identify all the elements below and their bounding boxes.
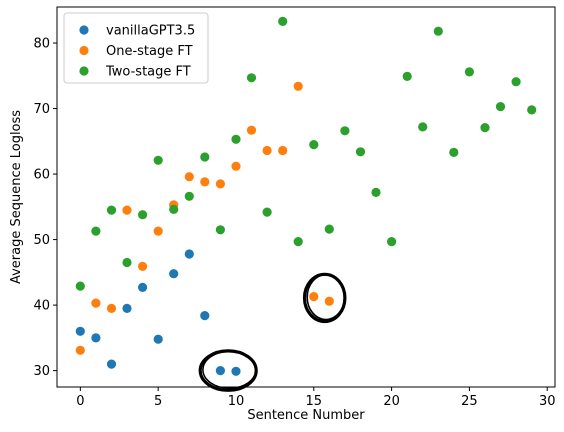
data-point-s1-8: [200, 177, 209, 186]
data-point-s0-7: [185, 249, 194, 258]
data-point-s2-8: [200, 152, 209, 161]
data-point-s2-21: [403, 72, 412, 81]
data-point-s1-16: [325, 297, 334, 306]
x-tick-label-6: 30: [539, 394, 556, 409]
data-point-s0-6: [169, 269, 178, 278]
data-point-s1-0: [76, 346, 85, 355]
y-tick-label-3: 60: [33, 168, 50, 183]
data-point-s2-25: [465, 67, 474, 76]
y-tick-label-5: 80: [33, 37, 50, 52]
data-point-s0-1: [91, 333, 100, 342]
data-point-s2-13: [278, 17, 287, 26]
data-point-s1-4: [138, 262, 147, 271]
data-point-s2-5: [154, 156, 163, 165]
data-point-s2-4: [138, 210, 147, 219]
y-tick-label-2: 50: [33, 233, 50, 248]
x-tick-label-0: 0: [76, 394, 84, 409]
y-tick-label-4: 70: [33, 102, 50, 117]
legend-marker-1: [79, 46, 88, 55]
data-point-s2-15: [309, 140, 318, 149]
data-point-s2-1: [91, 227, 100, 236]
data-point-s1-13: [278, 146, 287, 155]
data-point-s1-10: [231, 162, 240, 171]
x-axis-label: Sentence Number: [247, 408, 365, 423]
x-tick-label-3: 15: [306, 394, 323, 409]
data-point-s2-9: [216, 225, 225, 234]
x-tick-label-5: 25: [461, 394, 478, 409]
y-tick-label-1: 40: [33, 299, 50, 314]
data-point-s0-0: [76, 327, 85, 336]
data-point-s0-4: [138, 283, 147, 292]
data-point-s2-12: [263, 208, 272, 217]
data-point-s2-20: [387, 237, 396, 246]
data-point-s2-24: [449, 148, 458, 157]
data-point-s0-9: [216, 366, 225, 375]
data-point-s0-3: [122, 304, 131, 313]
x-tick-label-4: 20: [383, 394, 400, 409]
legend-label-2: Two-stage FT: [105, 65, 191, 80]
data-point-s2-16: [325, 225, 334, 234]
legend-label-0: vanillaGPT3.5: [106, 24, 195, 39]
data-point-s2-23: [434, 27, 443, 36]
data-point-s2-2: [107, 206, 116, 215]
data-point-s0-2: [107, 360, 116, 369]
data-point-s2-27: [496, 102, 505, 111]
data-point-s1-2: [107, 304, 116, 313]
data-point-s1-12: [263, 146, 272, 155]
data-point-s2-26: [480, 123, 489, 132]
x-tick-label-2: 10: [228, 394, 245, 409]
data-point-s0-8: [200, 311, 209, 320]
legend-label-1: One-stage FT: [106, 44, 193, 59]
x-tick-label-1: 5: [154, 394, 162, 409]
data-point-s2-0: [76, 282, 85, 291]
data-point-s1-1: [91, 299, 100, 308]
data-point-s2-18: [356, 147, 365, 156]
data-point-s2-7: [185, 192, 194, 201]
data-point-s2-6: [169, 205, 178, 214]
data-point-s1-14: [294, 82, 303, 91]
data-point-s1-9: [216, 179, 225, 188]
data-point-s1-5: [154, 227, 163, 236]
data-point-s2-14: [294, 237, 303, 246]
legend: vanillaGPT3.5 One-stage FT Two-stage FT: [64, 13, 208, 83]
data-point-s1-3: [122, 206, 131, 215]
data-point-s2-22: [418, 122, 427, 131]
legend-marker-2: [79, 66, 88, 75]
data-point-s2-28: [511, 77, 520, 86]
legend-marker-0: [79, 25, 88, 34]
data-point-s2-17: [340, 126, 349, 135]
data-point-s1-11: [247, 126, 256, 135]
data-point-s0-5: [154, 335, 163, 344]
y-tick-label-0: 30: [33, 364, 50, 379]
data-point-s0-10: [231, 367, 240, 376]
data-point-s2-10: [231, 135, 240, 144]
data-point-s2-11: [247, 73, 256, 82]
data-point-s2-29: [527, 105, 536, 114]
data-point-s1-7: [185, 172, 194, 181]
data-point-s2-19: [371, 188, 380, 197]
y-axis-label: Average Sequence Logloss: [9, 110, 24, 284]
data-point-s1-15: [309, 292, 318, 301]
data-point-s2-3: [122, 258, 131, 267]
